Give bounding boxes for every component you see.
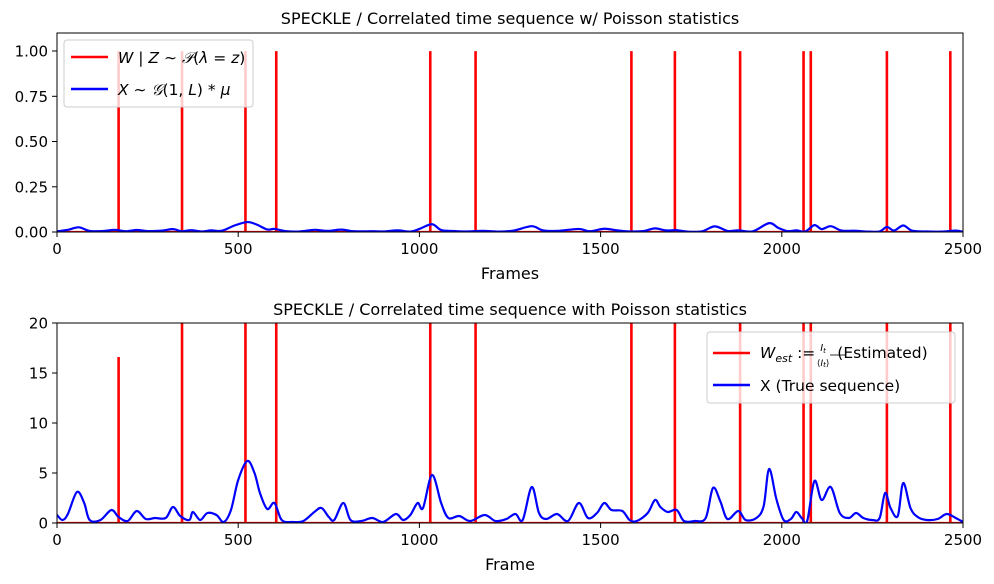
bottom-x-axis-label: Frame (485, 555, 535, 574)
top-x-axis-label: Frames (481, 264, 539, 283)
top-legend-label-w: W | Z ∼ 𝒫(λ = z) (118, 49, 245, 67)
bottom-x-tick-label: 1000 (400, 531, 438, 549)
top-x-tick-label: 500 (224, 240, 253, 258)
top-legend-label-x: X ∼ 𝒢(1, L) * μ (117, 81, 231, 99)
top-chart-panel: SPECKLE / Correlated time sequence w/ Po… (15, 9, 983, 283)
bottom-y-tick-label: 20 (29, 315, 48, 333)
top-x-axis: 0 500 1000 1500 2000 2500 Frames (52, 232, 982, 283)
bottom-chart-title: SPECKLE / Correlated time sequence with … (273, 300, 747, 319)
bottom-x-tick-label: 2000 (763, 531, 801, 549)
top-series-line (57, 220, 963, 232)
bottom-legend-box (706, 331, 956, 404)
top-y-tick-label: 0.75 (15, 88, 48, 106)
bottom-legend: West := It ⟨It⟩ (Estimated) X (True seque… (706, 331, 956, 404)
top-x-tick-label: 1500 (582, 240, 620, 258)
bottom-y-tick-label: 15 (29, 365, 48, 383)
top-x-tick-label: 1000 (400, 240, 438, 258)
bottom-series-line (57, 459, 963, 523)
bottom-y-tick-label: 10 (29, 415, 48, 433)
top-x-tick-label: 0 (52, 240, 62, 258)
bottom-legend-label-west: West := It ⟨It⟩ (Estimated) (760, 343, 928, 369)
bottom-y-tick-label: 0 (38, 515, 48, 533)
top-y-tick-label: 0.00 (15, 224, 48, 242)
top-y-tick-label: 0.50 (15, 133, 48, 151)
top-legend-box (63, 39, 254, 108)
bottom-y-tick-label: 5 (38, 465, 48, 483)
bottom-x-tick-label: 1500 (582, 531, 620, 549)
top-y-tick-label: 1.00 (15, 43, 48, 61)
top-plot-frame (56, 32, 964, 233)
bottom-x-tick-label: 0 (52, 531, 62, 549)
bottom-x-axis: 0 500 1000 1500 2000 2500 Frame (52, 523, 982, 574)
bottom-legend-label-x: X (True sequence) (760, 377, 900, 395)
top-legend: W | Z ∼ 𝒫(λ = z) X ∼ 𝒢(1, L) * μ (63, 39, 254, 108)
bottom-y-axis: 0 5 10 15 20 (29, 315, 57, 533)
bottom-x-tick-label: 500 (224, 531, 253, 549)
top-y-axis: 0.00 0.25 0.50 0.75 1.00 (15, 43, 57, 242)
top-y-tick-label: 0.25 (15, 178, 48, 196)
top-x-tick-label: 2000 (763, 240, 801, 258)
top-chart-title: SPECKLE / Correlated time sequence w/ Po… (281, 9, 739, 28)
top-x-tick-label: 2500 (944, 240, 982, 258)
bottom-x-tick-label: 2500 (944, 531, 982, 549)
bottom-chart-panel: SPECKLE / Correlated time sequence with … (29, 300, 982, 574)
